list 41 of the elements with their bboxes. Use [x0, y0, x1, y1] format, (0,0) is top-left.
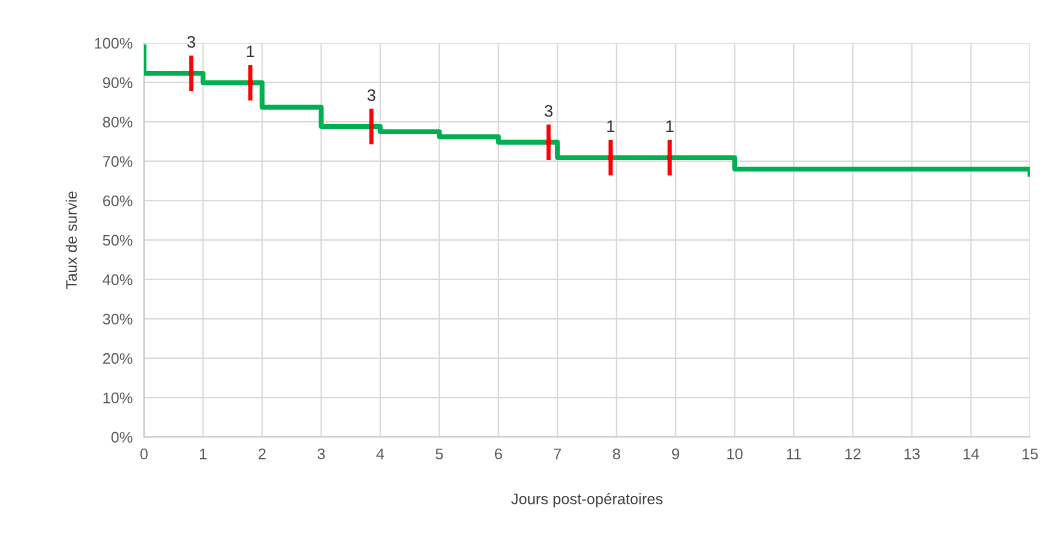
- annotation: 1: [246, 45, 255, 58]
- x-tick-label: 15: [1022, 448, 1038, 460]
- x-tick-label: 9: [672, 448, 680, 460]
- y-tick-label: 50%: [102, 234, 133, 246]
- y-tick-label: 0%: [111, 431, 133, 443]
- x-tick-label: 10: [727, 448, 743, 460]
- x-tick-label: 3: [317, 448, 325, 460]
- point: [188, 70, 194, 76]
- point: [608, 155, 614, 161]
- x-tick-label: 1: [199, 448, 207, 460]
- point: [546, 139, 552, 145]
- y-axis-title: Taux de survie: [65, 191, 77, 289]
- annotation: 3: [544, 104, 553, 117]
- annotation: 1: [666, 120, 674, 132]
- x-tick-label: 5: [435, 448, 443, 460]
- point: [369, 124, 374, 129]
- point: [247, 80, 253, 86]
- point: [667, 155, 673, 161]
- annotation: 3: [367, 89, 376, 102]
- y-tick-label: 90%: [103, 77, 133, 89]
- annotation: 1: [607, 120, 615, 132]
- x-tick-label: 7: [554, 448, 561, 460]
- x-tick-label: 11: [786, 448, 801, 460]
- y-tick-label: 30%: [102, 313, 133, 325]
- x-tick-label: 8: [612, 448, 621, 460]
- y-tick-label: 40%: [102, 274, 133, 286]
- y-tick-label: 70%: [103, 156, 133, 167]
- x-tick-label: 14: [963, 448, 979, 460]
- x-tick-label: 6: [494, 448, 502, 460]
- y-tick-label: 100%: [94, 37, 133, 49]
- y-tick-label: 80%: [102, 116, 133, 128]
- y-tick-label: 60%: [103, 195, 133, 207]
- x-tick-label: 12: [845, 448, 861, 460]
- x-tick-label: 4: [376, 448, 385, 460]
- x-axis-title: Jours post-opératoires: [511, 492, 663, 508]
- y-tick-label: 20%: [103, 353, 133, 364]
- annotation: 3: [187, 36, 196, 48]
- x-tick-label: 13: [904, 448, 920, 460]
- x-tick-label: 2: [258, 448, 266, 460]
- y-tick-label: 10%: [103, 392, 133, 404]
- x-tick-label: 0: [140, 448, 148, 460]
